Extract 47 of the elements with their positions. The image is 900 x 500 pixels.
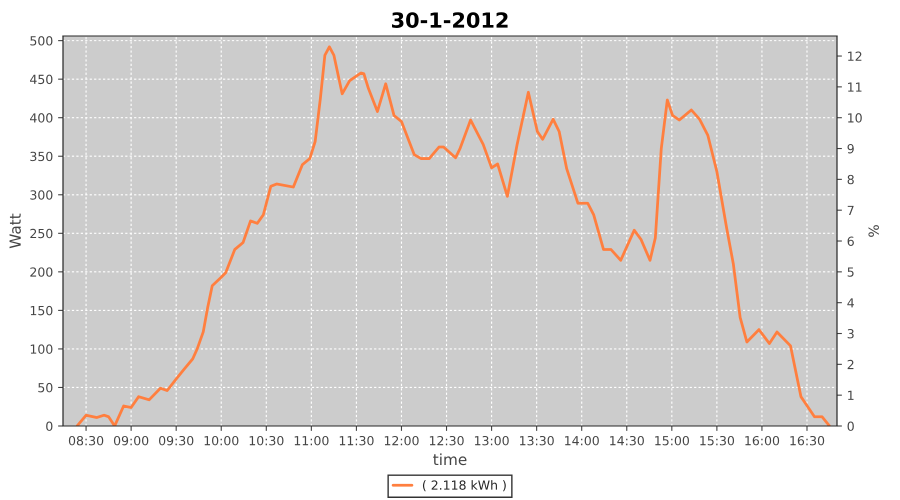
x-tick-label: 14:30 — [610, 436, 644, 446]
line-series — [76, 45, 831, 426]
x-tick-label: 14:00 — [565, 436, 599, 446]
legend-label: ( 2.118 kWh ) — [422, 480, 506, 492]
x-tick-label: 16:30 — [790, 436, 824, 446]
y2-tick-label: 12 — [848, 52, 862, 61]
y-tick-label: 250 — [30, 228, 52, 238]
x-tick-label: 11:30 — [340, 436, 374, 446]
y2-tick-label: 8 — [848, 174, 854, 184]
y2-tick-label: 2 — [848, 360, 854, 370]
y-tick-label: 0 — [46, 421, 52, 431]
x-tick-label: 13:30 — [520, 436, 554, 446]
x-tick-label: 11:00 — [294, 436, 329, 446]
x-tick-label: 15:00 — [655, 436, 689, 446]
x-axis-title: time — [433, 453, 466, 466]
y2-tick-label: 4 — [847, 298, 854, 308]
y2-axis-title: % — [868, 225, 879, 237]
y2-tick-label: 10 — [848, 113, 862, 123]
y2-tick-label: 0 — [848, 421, 854, 431]
y2-tick-label: 1 — [848, 390, 854, 400]
x-tick-label: 08:30 — [68, 436, 104, 446]
y-tick-label: 350 — [30, 152, 52, 162]
y2-tick-label: 11 — [848, 82, 862, 92]
x-tick-label: 12:30 — [430, 436, 464, 446]
x-tick-label: 12:00 — [384, 436, 419, 446]
y-tick-label: 150 — [30, 306, 52, 316]
x-tick-label: 15:30 — [700, 436, 734, 446]
x-tick-label: 10:00 — [204, 436, 238, 446]
y-axis-title: Watt — [10, 214, 21, 248]
y-tick-label: 400 — [30, 113, 52, 123]
chart-title: 30-1-2012 — [392, 12, 508, 28]
y2-tick-label: 5 — [848, 267, 854, 277]
y-tick-label: 50 — [38, 382, 52, 392]
y2-tick-label: 6 — [848, 236, 854, 246]
x-tick-label: 16:00 — [745, 436, 780, 446]
y2-tick-label: 3 — [848, 328, 854, 338]
x-tick-label: 13:00 — [474, 436, 509, 446]
x-tick-label: 09:00 — [114, 436, 148, 446]
y2-tick-label: 7 — [848, 206, 854, 215]
y-tick-label: 450 — [30, 74, 52, 84]
y2-tick-label: 9 — [848, 144, 854, 154]
y-tick-label: 500 — [30, 36, 52, 46]
y-tick-label: 100 — [30, 344, 52, 354]
x-tick-label: 10:30 — [250, 436, 284, 446]
x-tick-label: 09:30 — [158, 436, 194, 446]
y-tick-label: 200 — [30, 267, 52, 277]
y-tick-label: 300 — [30, 190, 52, 200]
